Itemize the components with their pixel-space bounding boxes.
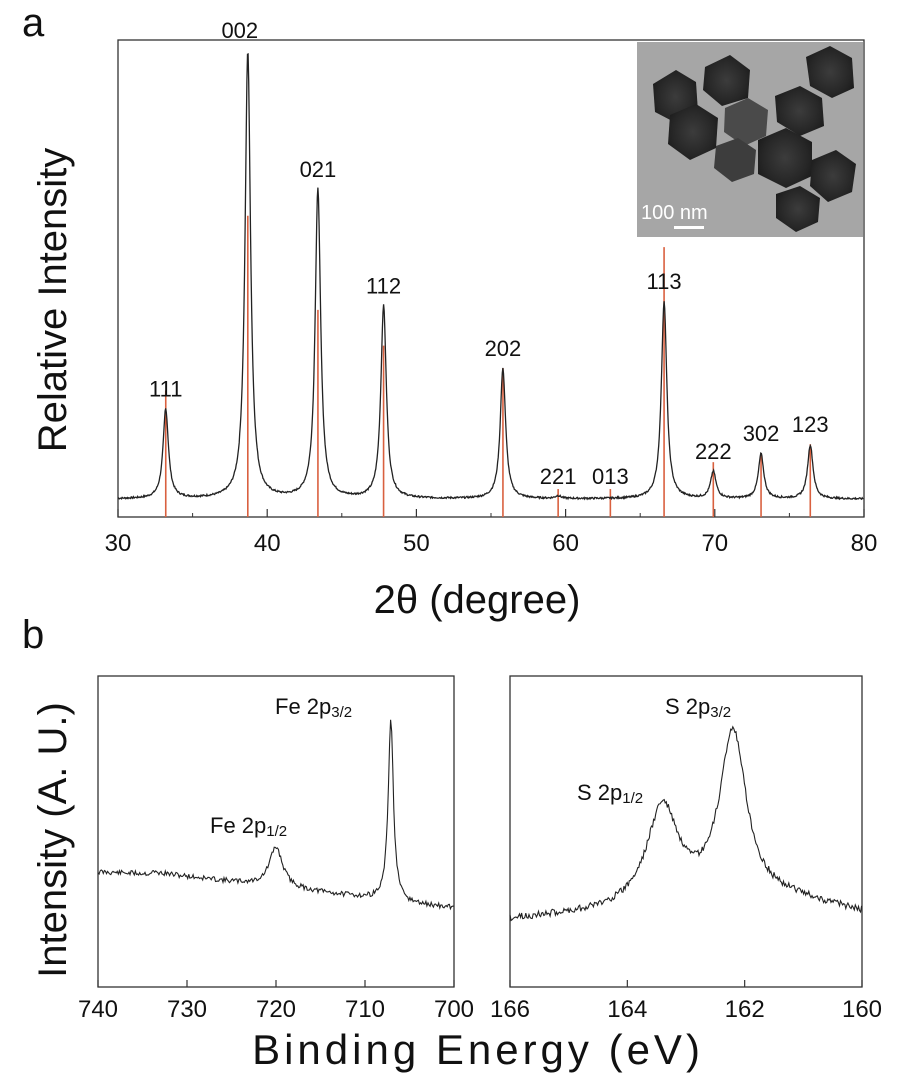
a-tick-label-3: 60 xyxy=(552,530,579,557)
fe-tick-label-3: 710 xyxy=(345,996,385,1023)
peak-label-113: 113 xyxy=(647,269,682,294)
fe-tick-label-0: 740 xyxy=(78,996,118,1023)
nanocube-particles xyxy=(653,46,856,232)
fe-2p-spectrum-line xyxy=(97,719,454,911)
s-annotations: S 2p1/2 S 2p3/2 xyxy=(577,694,731,807)
s-tick-label-2: 162 xyxy=(725,996,765,1023)
s-2p1-2-label: S 2p1/2 xyxy=(577,780,643,807)
s-tick-label-1: 164 xyxy=(607,996,647,1023)
panel-a-x-ticks: 30 40 50 60 70 80 xyxy=(105,509,878,557)
a-tick-label-0: 30 xyxy=(105,530,132,557)
panel-a-letter: a xyxy=(22,1,45,45)
xrd-pattern-line xyxy=(117,52,864,501)
s-2p3-2-label: S 2p3/2 xyxy=(665,694,731,721)
scale-bar xyxy=(674,226,704,229)
peak-label-021: 021 xyxy=(300,157,337,182)
tem-inset: 100 nm xyxy=(637,42,863,237)
peak-label-111: 111 xyxy=(149,376,182,401)
a-tick-label-4: 70 xyxy=(701,530,728,557)
peak-label-222: 222 xyxy=(695,439,732,464)
s-plot-frame xyxy=(509,675,863,988)
fe-2p1-2-label: Fe 2p1/2 xyxy=(210,813,287,840)
peak-label-112: 112 xyxy=(366,273,401,298)
s-tick-label-0: 166 xyxy=(490,996,530,1023)
fe-tick-label-2: 720 xyxy=(256,996,296,1023)
s-tick-label-3: 160 xyxy=(842,996,882,1023)
fe-annotations: Fe 2p1/2 Fe 2p3/2 xyxy=(210,694,352,840)
fe-tick-label-4: 700 xyxy=(434,996,474,1023)
panel-b-letter: b xyxy=(22,613,44,657)
s-2p-spectrum-line xyxy=(509,725,863,922)
peak-label-002: 002 xyxy=(221,18,258,43)
peak-labels: 111 002 021 112 202 221 013 113 222 302 123 xyxy=(149,18,829,489)
peak-label-202: 202 xyxy=(485,336,522,361)
fe-tick-label-1: 730 xyxy=(167,996,207,1023)
panel-b-ylabel: Intensity (A. U.) xyxy=(31,702,75,978)
a-tick-label-5: 80 xyxy=(851,530,878,557)
scale-bar-label: 100 nm xyxy=(641,202,708,224)
a-tick-label-1: 40 xyxy=(254,530,281,557)
peak-label-123: 123 xyxy=(792,412,829,437)
peak-label-221: 221 xyxy=(540,464,577,489)
panel-b-xlabel: Binding Energy (eV) xyxy=(252,1026,704,1073)
fe-2p3-2-label: Fe 2p3/2 xyxy=(275,694,352,721)
peak-label-302: 302 xyxy=(743,421,780,446)
peak-label-013: 013 xyxy=(592,464,629,489)
s-x-ticks: 166 164 162 160 xyxy=(490,980,882,1023)
panel-a-ylabel: Relative Intensity xyxy=(31,148,75,453)
a-tick-label-2: 50 xyxy=(403,530,430,557)
panel-a-xlabel: 2θ (degree) xyxy=(374,578,581,622)
fe-x-ticks: 740 730 720 710 700 xyxy=(78,980,474,1023)
